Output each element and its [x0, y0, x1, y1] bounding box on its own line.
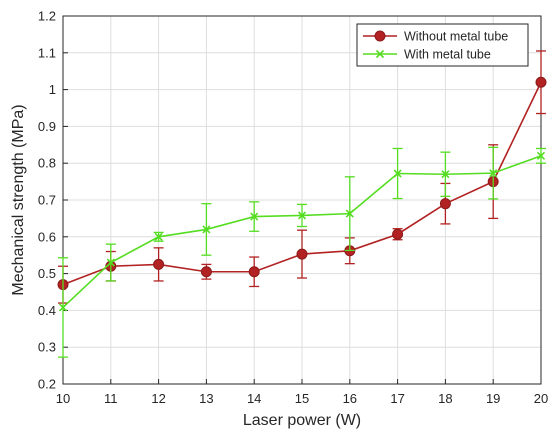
- data-point: [153, 258, 165, 270]
- legend-item: With metal tube: [363, 48, 491, 62]
- marker-stroke: [345, 209, 354, 218]
- legend-item: Without metal tube: [363, 30, 508, 44]
- data-point: [297, 211, 307, 220]
- y-tick-label: 1: [49, 82, 56, 97]
- marker-stroke: [250, 212, 259, 221]
- y-tick-label: 0.5: [38, 266, 56, 281]
- series-1: [57, 50, 547, 304]
- x-axis-label: Laser power (W): [243, 412, 361, 429]
- x-tick-label: 13: [199, 391, 213, 406]
- y-tick-label: 1.2: [38, 9, 56, 24]
- x-tick-label: 12: [151, 391, 165, 406]
- data-point: [489, 169, 498, 178]
- y-tick-label: 0.8: [38, 156, 56, 171]
- legend-label: With metal tube: [404, 48, 491, 62]
- marker-stroke: [58, 303, 68, 312]
- x-tick-label: 17: [390, 391, 404, 406]
- data-point: [392, 228, 404, 240]
- marker-stroke: [489, 169, 498, 178]
- legend-label: Without metal tube: [404, 30, 508, 44]
- marker-stroke: [536, 151, 546, 160]
- data-point: [202, 225, 211, 234]
- data-point: [248, 266, 260, 278]
- y-tick-label: 0.6: [38, 229, 56, 244]
- legend: Without metal tube With metal tube: [356, 23, 529, 67]
- y-tick-label: 0.4: [38, 303, 56, 318]
- x-tick-label: 15: [295, 391, 309, 406]
- x-tick-label: 14: [247, 391, 261, 406]
- y-tick-label: 1.1: [38, 45, 56, 60]
- data-point: [58, 303, 68, 312]
- data-point: [535, 76, 547, 88]
- legend-box: [356, 23, 529, 67]
- x-tick-label: 11: [104, 391, 118, 406]
- data-point: [441, 170, 450, 179]
- y-tick-label: 0.9: [38, 119, 56, 134]
- y-tick-label: 0.2: [38, 377, 56, 392]
- data-point: [393, 169, 402, 178]
- marker-stroke: [202, 225, 211, 234]
- marker-stroke: [297, 211, 307, 220]
- x-tick-label: 16: [343, 391, 357, 406]
- data-point: [536, 151, 546, 160]
- y-tick-label: 0.3: [38, 340, 56, 355]
- data-point: [345, 209, 354, 218]
- data-point: [106, 258, 115, 267]
- series: [57, 50, 547, 358]
- x-tick-label: 18: [438, 391, 452, 406]
- data-point: [154, 232, 163, 241]
- x-tick-label: 19: [486, 391, 500, 406]
- axes-ticks: 10 11 12 13 14 15 16 17 18 19 20 0.2 0.3 0.4 0.5 0.6 0.7…: [38, 9, 548, 407]
- x-tick-label: 20: [534, 391, 548, 406]
- data-point: [250, 212, 259, 221]
- marker-stroke: [106, 258, 115, 267]
- marker-stroke: [393, 169, 402, 178]
- x-tick-label: 10: [56, 391, 70, 406]
- marker-stroke: [154, 232, 163, 241]
- data-point: [296, 248, 308, 260]
- y-axis-label: Mechanical strength (MPa): [10, 104, 27, 295]
- data-point: [200, 266, 212, 278]
- y-tick-label: 0.7: [38, 193, 56, 208]
- legend-marker: [374, 30, 386, 42]
- data-point: [439, 198, 451, 210]
- series-2: [58, 146, 546, 358]
- marker-stroke: [375, 49, 385, 59]
- marker-stroke: [441, 170, 450, 179]
- legend-marker: [375, 49, 385, 59]
